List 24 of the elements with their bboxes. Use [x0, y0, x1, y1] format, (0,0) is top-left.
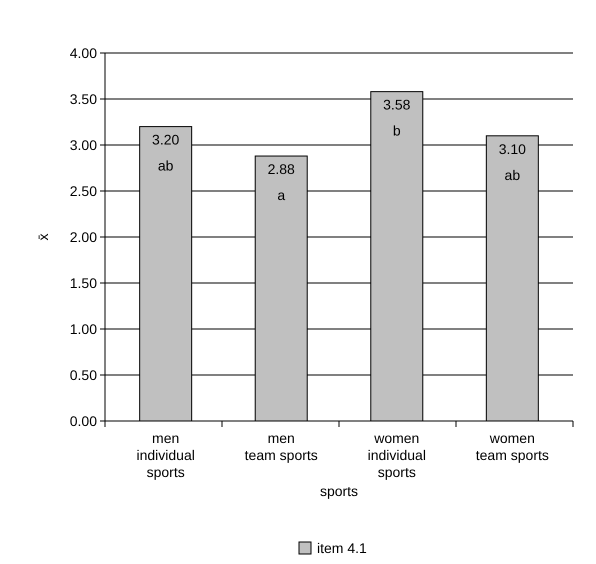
y-tick-label: 1.00 [70, 320, 98, 337]
y-tick-label: 2.50 [70, 182, 98, 199]
y-tick-label: 2.00 [70, 228, 98, 245]
legend-label: item 4.1 [317, 540, 368, 556]
annotation: ab [504, 166, 520, 183]
data-label: 2.88 [268, 161, 296, 178]
x-tick-label: women team sports [476, 430, 549, 463]
annotation: ab [158, 158, 174, 174]
data-label: 3.58 [383, 96, 411, 113]
y-tick-label: 4.00 [70, 44, 98, 61]
x-tick-label: men team sports [244, 430, 318, 463]
y-tick-label: 3.50 [70, 90, 98, 107]
annotation: a [277, 187, 286, 204]
y-tick-label: 0.00 [70, 412, 98, 429]
y-tick-label: 0.50 [70, 366, 98, 383]
data-label: 3.10 [498, 140, 526, 157]
x-tick-label: women individual sports [368, 430, 426, 480]
y-tick-label: 3.00 [70, 136, 98, 153]
x-tick-label: men individual sports [136, 430, 195, 480]
data-label: 3.20 [152, 132, 180, 148]
x-axis-title: sports [320, 483, 358, 499]
y-axis-title: x̄ [35, 234, 51, 240]
annotation: b [392, 122, 401, 139]
y-tick-label: 1.50 [70, 274, 98, 291]
